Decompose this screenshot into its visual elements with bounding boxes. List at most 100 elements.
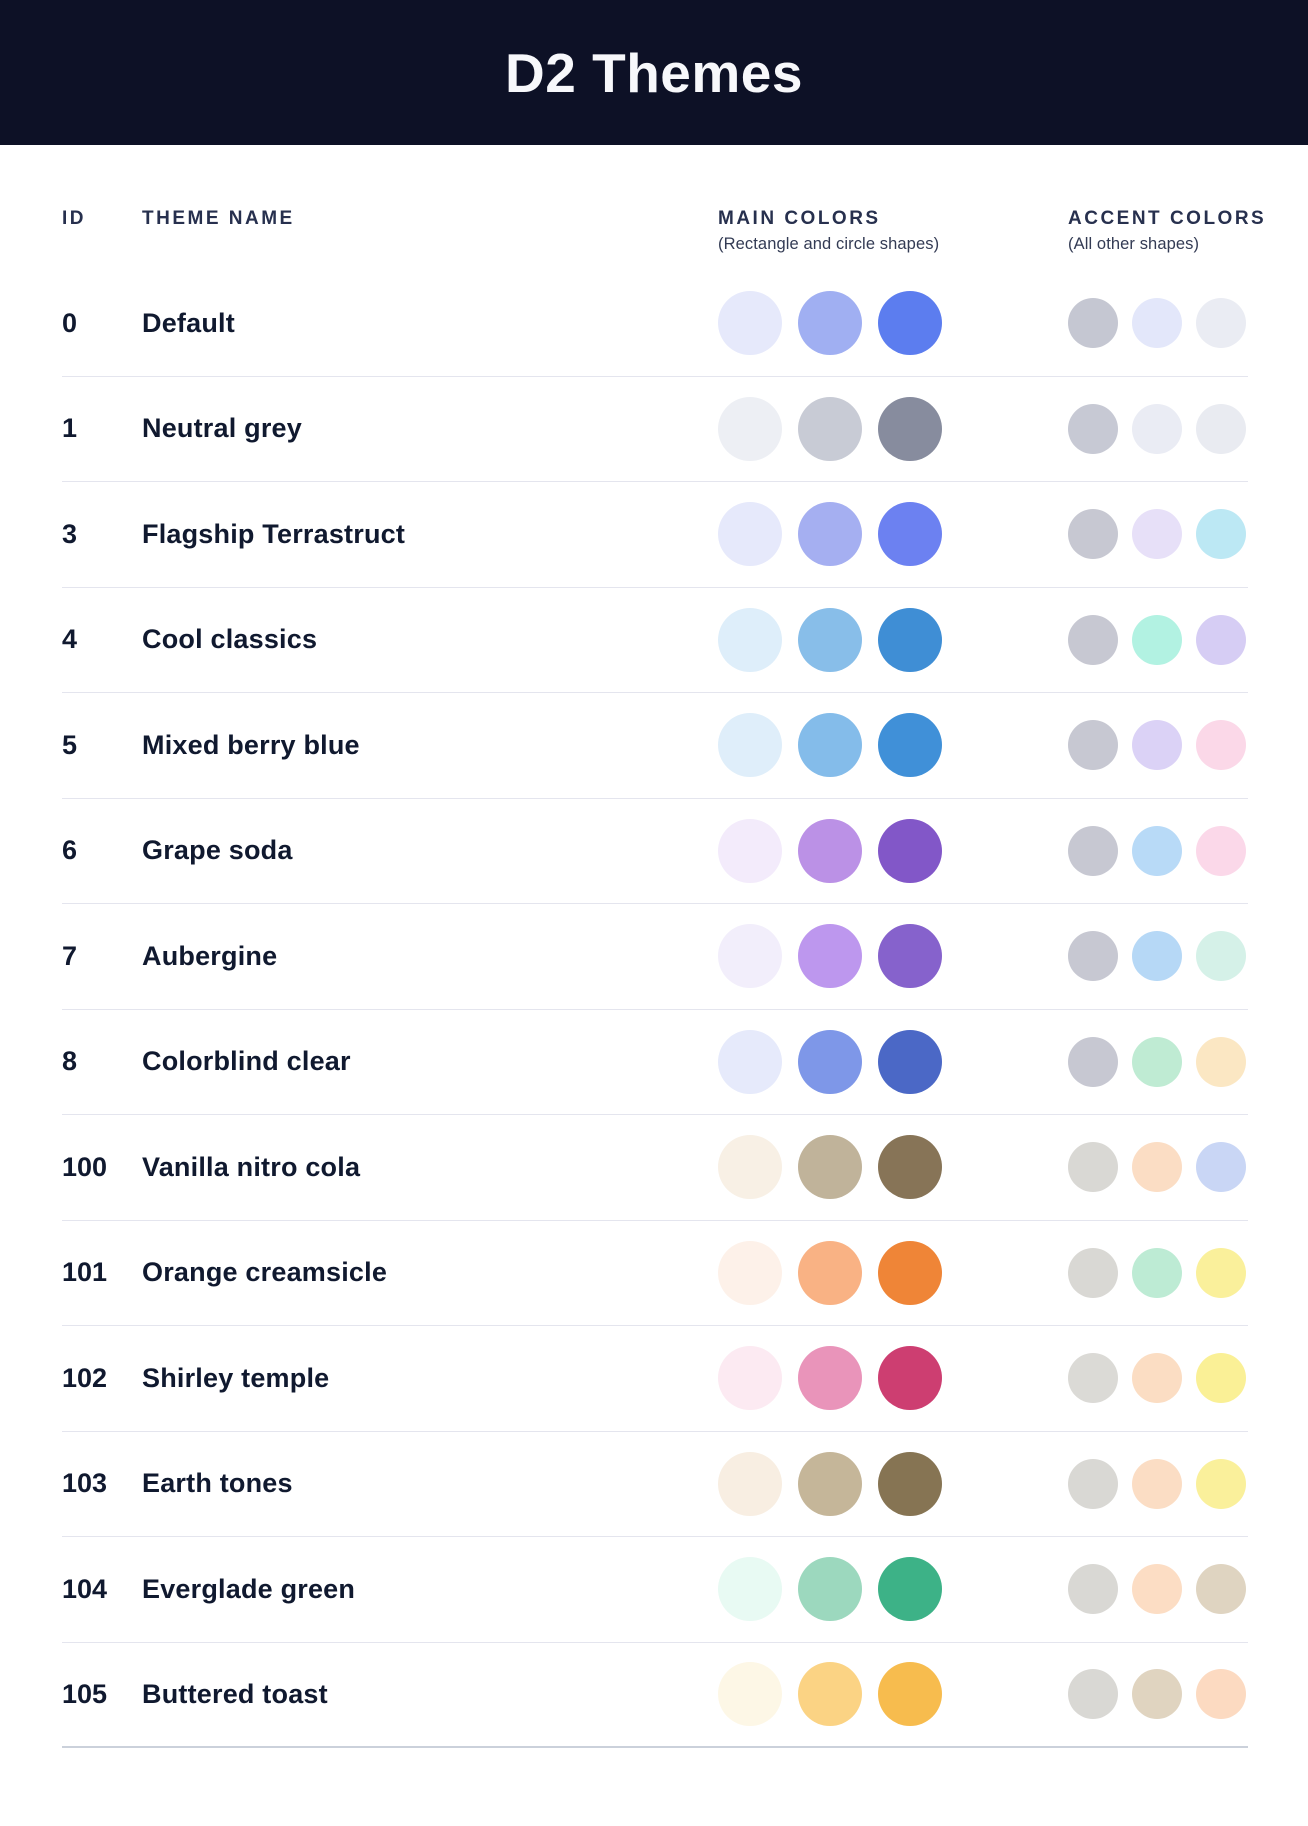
theme-name: Buttered toast xyxy=(142,1678,328,1709)
theme-id: 5 xyxy=(62,729,78,760)
main-color-swatch xyxy=(878,1240,942,1305)
main-color-swatch xyxy=(878,1557,942,1622)
main-color-swatches xyxy=(718,818,1068,883)
main-color-swatches xyxy=(718,924,1068,989)
theme-name: Everglade green xyxy=(142,1573,356,1604)
accent-color-swatch xyxy=(1196,509,1246,560)
theme-name: Neutral grey xyxy=(142,413,302,444)
accent-color-swatch xyxy=(1132,1564,1182,1615)
accent-color-swatches xyxy=(1068,1142,1248,1193)
accent-color-swatch xyxy=(1068,1247,1118,1298)
theme-name: Cool classics xyxy=(142,624,318,655)
accent-color-swatch xyxy=(1068,1036,1118,1087)
main-color-swatches xyxy=(718,1029,1068,1094)
page-title: D2 Themes xyxy=(505,41,803,104)
accent-color-swatch xyxy=(1196,1458,1246,1509)
theme-id: 6 xyxy=(62,835,78,866)
accent-color-swatches xyxy=(1068,720,1248,771)
column-header-accent-colors-caption: (All other shapes) xyxy=(1068,235,1200,253)
accent-color-swatch xyxy=(1132,509,1182,560)
table-row: 7 Aubergine xyxy=(62,904,1248,1010)
main-color-swatches xyxy=(718,502,1068,567)
accent-color-swatch xyxy=(1132,298,1182,349)
column-header-main-colors-label: MAIN COLORS xyxy=(718,208,881,229)
theme-id: 103 xyxy=(62,1468,108,1499)
accent-color-swatch xyxy=(1196,614,1246,665)
main-color-swatch xyxy=(878,607,942,672)
main-color-swatch xyxy=(798,291,862,356)
accent-color-swatch xyxy=(1068,1564,1118,1615)
table-row: 103 Earth tones xyxy=(62,1432,1248,1537)
theme-name: Aubergine xyxy=(142,940,278,971)
accent-color-swatch xyxy=(1132,1669,1182,1720)
accent-color-swatch xyxy=(1196,403,1246,454)
table-row: 3 Flagship Terrastruct xyxy=(62,482,1248,588)
main-color-swatch xyxy=(718,291,782,356)
table-row: 5 Mixed berry blue xyxy=(62,693,1248,799)
accent-color-swatch xyxy=(1132,1142,1182,1193)
main-color-swatches xyxy=(718,291,1068,356)
theme-id: 104 xyxy=(62,1573,108,1604)
accent-color-swatch xyxy=(1068,298,1118,349)
main-color-swatches xyxy=(718,1557,1068,1622)
main-color-swatch xyxy=(878,291,942,356)
table-row: 100 Vanilla nitro cola xyxy=(62,1115,1248,1221)
main-color-swatch xyxy=(718,924,782,989)
main-color-swatch xyxy=(718,607,782,672)
theme-id: 101 xyxy=(62,1257,108,1288)
theme-id: 105 xyxy=(62,1678,108,1709)
main-color-swatch xyxy=(718,1029,782,1094)
main-color-swatch xyxy=(798,1662,862,1727)
accent-color-swatch xyxy=(1068,1669,1118,1720)
main-color-swatches xyxy=(718,1346,1068,1411)
column-header-accent-colors-label: ACCENT COLORS xyxy=(1068,208,1267,229)
main-color-swatch xyxy=(798,607,862,672)
column-header-accent-colors: ACCENT COLORS (All other shapes) xyxy=(1068,207,1267,254)
main-color-swatch xyxy=(798,924,862,989)
main-color-swatches xyxy=(718,713,1068,778)
theme-name: Shirley temple xyxy=(142,1362,330,1393)
page-header: D2 Themes xyxy=(0,0,1308,145)
theme-table-body: 0 Default 1 Neutral grey 3 Flagship Terr… xyxy=(62,271,1248,1748)
main-color-swatch xyxy=(718,1557,782,1622)
theme-id: 1 xyxy=(62,413,78,444)
accent-color-swatch xyxy=(1132,825,1182,876)
main-color-swatch xyxy=(878,1346,942,1411)
main-color-swatch xyxy=(798,1346,862,1411)
main-color-swatch xyxy=(718,396,782,461)
column-header-main-colors-caption: (Rectangle and circle shapes) xyxy=(718,235,940,253)
table-row: 4 Cool classics xyxy=(62,588,1248,693)
accent-color-swatches xyxy=(1068,1458,1248,1509)
main-color-swatch xyxy=(798,1240,862,1305)
accent-color-swatch xyxy=(1132,720,1182,771)
accent-color-swatches xyxy=(1068,1564,1248,1615)
accent-color-swatches xyxy=(1068,931,1248,982)
main-color-swatch xyxy=(878,1029,942,1094)
theme-name: Colorblind clear xyxy=(142,1046,351,1077)
theme-name: Mixed berry blue xyxy=(142,729,360,760)
accent-color-swatch xyxy=(1068,720,1118,771)
table-row: 0 Default xyxy=(62,271,1248,377)
accent-color-swatch xyxy=(1132,1036,1182,1087)
accent-color-swatch xyxy=(1068,509,1118,560)
accent-color-swatch xyxy=(1196,931,1246,982)
accent-color-swatches xyxy=(1068,825,1248,876)
column-header-theme-name: THEME NAME xyxy=(142,208,295,229)
theme-name: Vanilla nitro cola xyxy=(142,1151,361,1182)
accent-color-swatch xyxy=(1068,1142,1118,1193)
main-color-swatch xyxy=(718,1662,782,1727)
table-row: 101 Orange creamsicle xyxy=(62,1221,1248,1326)
main-color-swatch xyxy=(718,713,782,778)
accent-color-swatch xyxy=(1068,614,1118,665)
table-column-headers: ID THEME NAME MAIN COLORS (Rectangle and… xyxy=(62,145,1267,271)
accent-color-swatch xyxy=(1132,931,1182,982)
main-color-swatch xyxy=(878,924,942,989)
main-color-swatch xyxy=(878,1135,942,1200)
theme-name: Grape soda xyxy=(142,835,293,866)
theme-name: Default xyxy=(142,307,235,338)
accent-color-swatch xyxy=(1132,403,1182,454)
main-color-swatches xyxy=(718,1662,1068,1727)
main-color-swatch xyxy=(798,1557,862,1622)
accent-color-swatch xyxy=(1132,614,1182,665)
